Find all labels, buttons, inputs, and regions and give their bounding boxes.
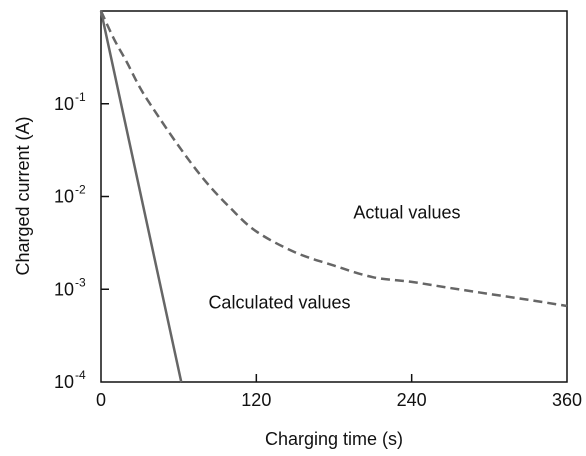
x-tick-label: 120: [241, 390, 271, 410]
y-tick-label: 10: [54, 372, 74, 392]
x-tick-label: 240: [397, 390, 427, 410]
y-tick-exponent: -4: [75, 368, 86, 382]
calculated-values-label: Calculated values: [208, 293, 350, 313]
actual-values-label: Actual values: [353, 202, 460, 222]
actual-values-line: [99, 10, 568, 308]
y-axis-title: Charged current (A): [13, 116, 33, 275]
y-tick-exponent: -2: [75, 183, 86, 197]
y-tick-label: 10: [54, 279, 74, 299]
y-tick-label: 10: [54, 187, 74, 207]
annotations: Actual values Calculated values: [208, 202, 460, 312]
plot-frame: [100, 10, 568, 383]
data-series: [99, 10, 568, 383]
x-tick-label: 360: [552, 390, 582, 410]
y-tick-exponent: -1: [75, 90, 86, 104]
axis-ticks: [101, 103, 413, 382]
x-tick-label: 0: [96, 390, 106, 410]
x-axis-title: Charging time (s): [265, 429, 403, 449]
y-tick-label: 10: [54, 94, 74, 114]
y-tick-exponent: -3: [75, 275, 86, 289]
calculated-values-line: [99, 10, 183, 383]
